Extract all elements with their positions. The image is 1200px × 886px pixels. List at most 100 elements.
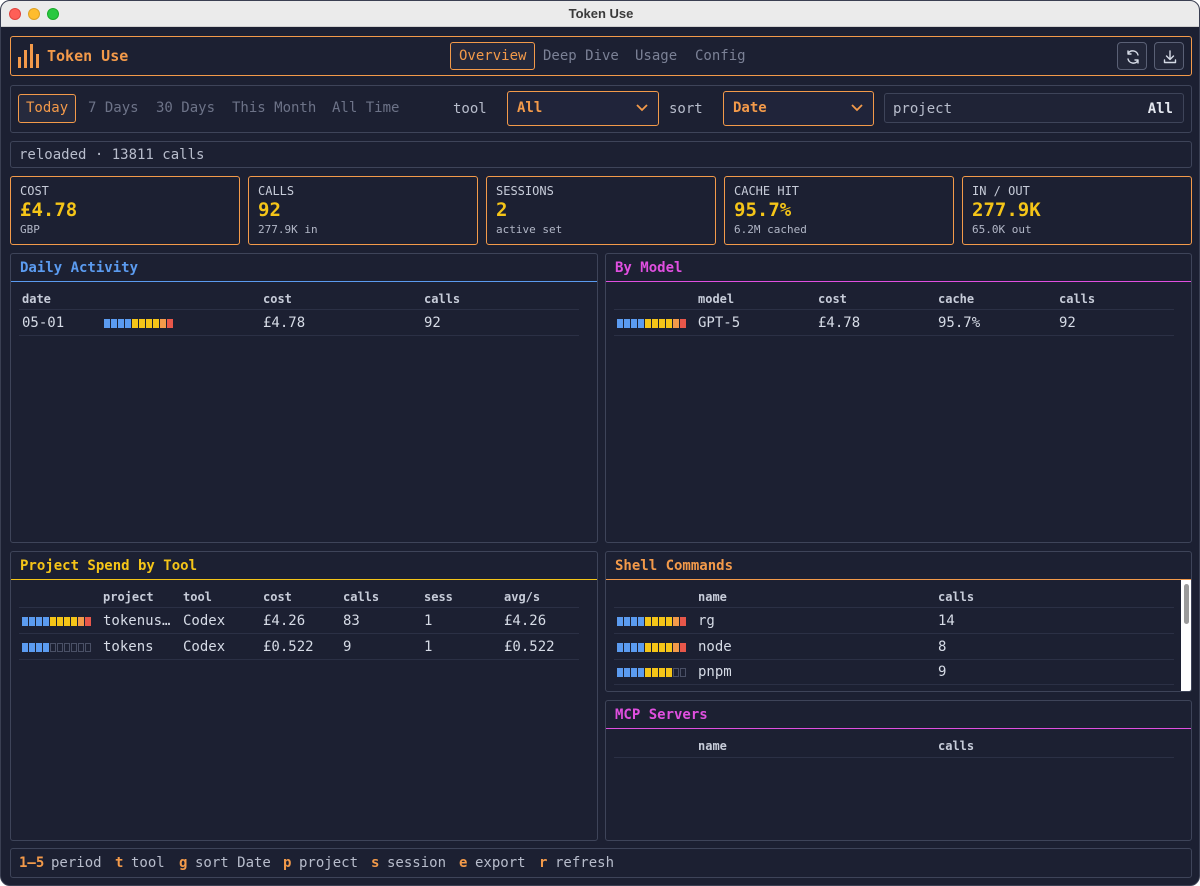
usage-bar [617, 643, 686, 652]
tab-overview[interactable]: Overview [450, 42, 536, 70]
shell-commands-panel: Shell Commands name calls rg 14 node 8 p… [605, 551, 1192, 692]
download-icon [1163, 50, 1177, 64]
shortcut-key: p [283, 855, 292, 871]
bar-segment [680, 319, 686, 328]
bar-segment [624, 643, 630, 652]
shortcut-label: sort Date [195, 855, 271, 871]
column-header: calls [1059, 292, 1096, 306]
scrollbar-thumb[interactable] [1184, 584, 1189, 624]
shortcut-label: export [475, 855, 526, 871]
bar-segment [624, 617, 630, 626]
shortcut-key: t [115, 855, 124, 871]
bar-segment [617, 617, 623, 626]
bar-segment [78, 643, 84, 652]
stat-card-in-out: IN / OUT 277.9K 65.0K out [962, 176, 1192, 245]
tab-deep-dive[interactable]: Deep Dive [543, 48, 619, 64]
shortcut-key: r [539, 855, 548, 871]
column-header: tool [183, 590, 212, 604]
bar-segment [57, 617, 63, 626]
bar-segment [43, 643, 49, 652]
cost-cell: £4.26 [263, 613, 306, 629]
bar-segment [29, 617, 35, 626]
bar-segment [153, 319, 159, 328]
table-row[interactable]: node 8 [614, 634, 1174, 660]
close-window-button[interactable] [9, 8, 21, 20]
bar-segment [652, 319, 658, 328]
refresh-icon [1127, 50, 1139, 64]
export-button[interactable] [1154, 42, 1184, 70]
bar-segment [631, 319, 637, 328]
title-bar: Token Use [1, 1, 1199, 27]
column-header: model [698, 292, 735, 306]
cost-cell: £0.522 [263, 639, 314, 655]
spend-bar [22, 617, 91, 626]
period-7-days[interactable]: 7 Days [88, 100, 139, 116]
tool-select-value: All [517, 100, 543, 116]
stat-card-sessions: SESSIONS 2 active set [486, 176, 716, 245]
table-row[interactable]: tokenus… Codex £4.26 83 1 £4.26 [19, 608, 579, 634]
tool-select[interactable]: All [507, 91, 659, 126]
period-today[interactable]: Today [18, 94, 77, 123]
refresh-button[interactable] [1117, 42, 1147, 70]
stat-label: IN / OUT [972, 184, 1030, 198]
shortcut-label: project [299, 855, 359, 871]
stat-card-cache-hit: CACHE HIT 95.7% 6.2M cached [724, 176, 954, 245]
column-header: cost [263, 590, 292, 604]
table-row[interactable]: rg 14 [614, 608, 1174, 634]
period-all-time[interactable]: All Time [332, 100, 400, 116]
bar-segment [85, 643, 91, 652]
bar-segment [29, 643, 35, 652]
bar-segment [64, 617, 70, 626]
sort-select[interactable]: Date [723, 91, 874, 126]
period-30-days[interactable]: 30 Days [156, 100, 216, 116]
bar-segment [638, 643, 644, 652]
bar-segment [659, 668, 665, 677]
column-header: calls [424, 292, 461, 306]
stat-card-cost: COST £4.78 GBP [10, 176, 240, 245]
shortcut-label: refresh [555, 855, 615, 871]
chevron-down-icon [636, 104, 648, 112]
column-header: date [22, 292, 51, 306]
status-line: reloaded · 13811 calls [10, 141, 1192, 168]
table-row[interactable]: tokens Codex £0.522 9 1 £0.522 [19, 634, 579, 660]
column-header: avg/s [504, 590, 541, 604]
column-header: calls [938, 739, 975, 753]
shortcut-key: 1–5 [19, 855, 45, 871]
stat-value: 92 [258, 199, 281, 221]
table-row[interactable]: pnpm 9 [614, 659, 1174, 685]
bar-segment [645, 668, 651, 677]
stat-card-calls: CALLS 92 277.9K in [248, 176, 478, 245]
calls-cell: 14 [938, 613, 955, 629]
table-row[interactable]: GPT-5 £4.78 95.7% 92 [614, 310, 1174, 336]
stat-value: 95.7% [734, 199, 792, 221]
shortcut-label: tool [131, 855, 165, 871]
tab-config[interactable]: Config [695, 48, 746, 64]
table-row[interactable]: 05-01 £4.78 92 [19, 310, 579, 336]
period-this-month[interactable]: This Month [232, 100, 317, 116]
minimize-window-button[interactable] [28, 8, 40, 20]
keyboard-shortcuts-bar: 1–5 period t tool g sort Date p project … [10, 848, 1192, 878]
project-cell: tokens [103, 639, 154, 655]
bar-segment [111, 319, 117, 328]
calls-cell: 92 [1059, 315, 1076, 331]
app-name: Token Use [47, 47, 129, 65]
shell-scrollbar[interactable] [1181, 580, 1191, 691]
app-header: Token Use Overview Deep Dive Usage Confi… [10, 36, 1192, 76]
cost-cell: £4.78 [818, 315, 861, 331]
tool-filter-label: tool [453, 101, 487, 117]
panel-title: Daily Activity [11, 254, 597, 282]
stat-label: SESSIONS [496, 184, 554, 198]
zoom-window-button[interactable] [47, 8, 59, 20]
tab-usage[interactable]: Usage [635, 48, 678, 64]
column-header: cache [938, 292, 975, 306]
bar-segment [132, 319, 138, 328]
shortcut-key: e [459, 855, 468, 871]
stat-sub: 277.9K in [258, 223, 318, 236]
panel-title: Project Spend by Tool [11, 552, 597, 580]
stat-value: 2 [496, 199, 508, 221]
bar-chart-logo-icon [18, 44, 40, 68]
bar-segment [631, 668, 637, 677]
project-filter-input[interactable]: project All [884, 93, 1184, 123]
cost-cell: £4.78 [263, 315, 306, 331]
